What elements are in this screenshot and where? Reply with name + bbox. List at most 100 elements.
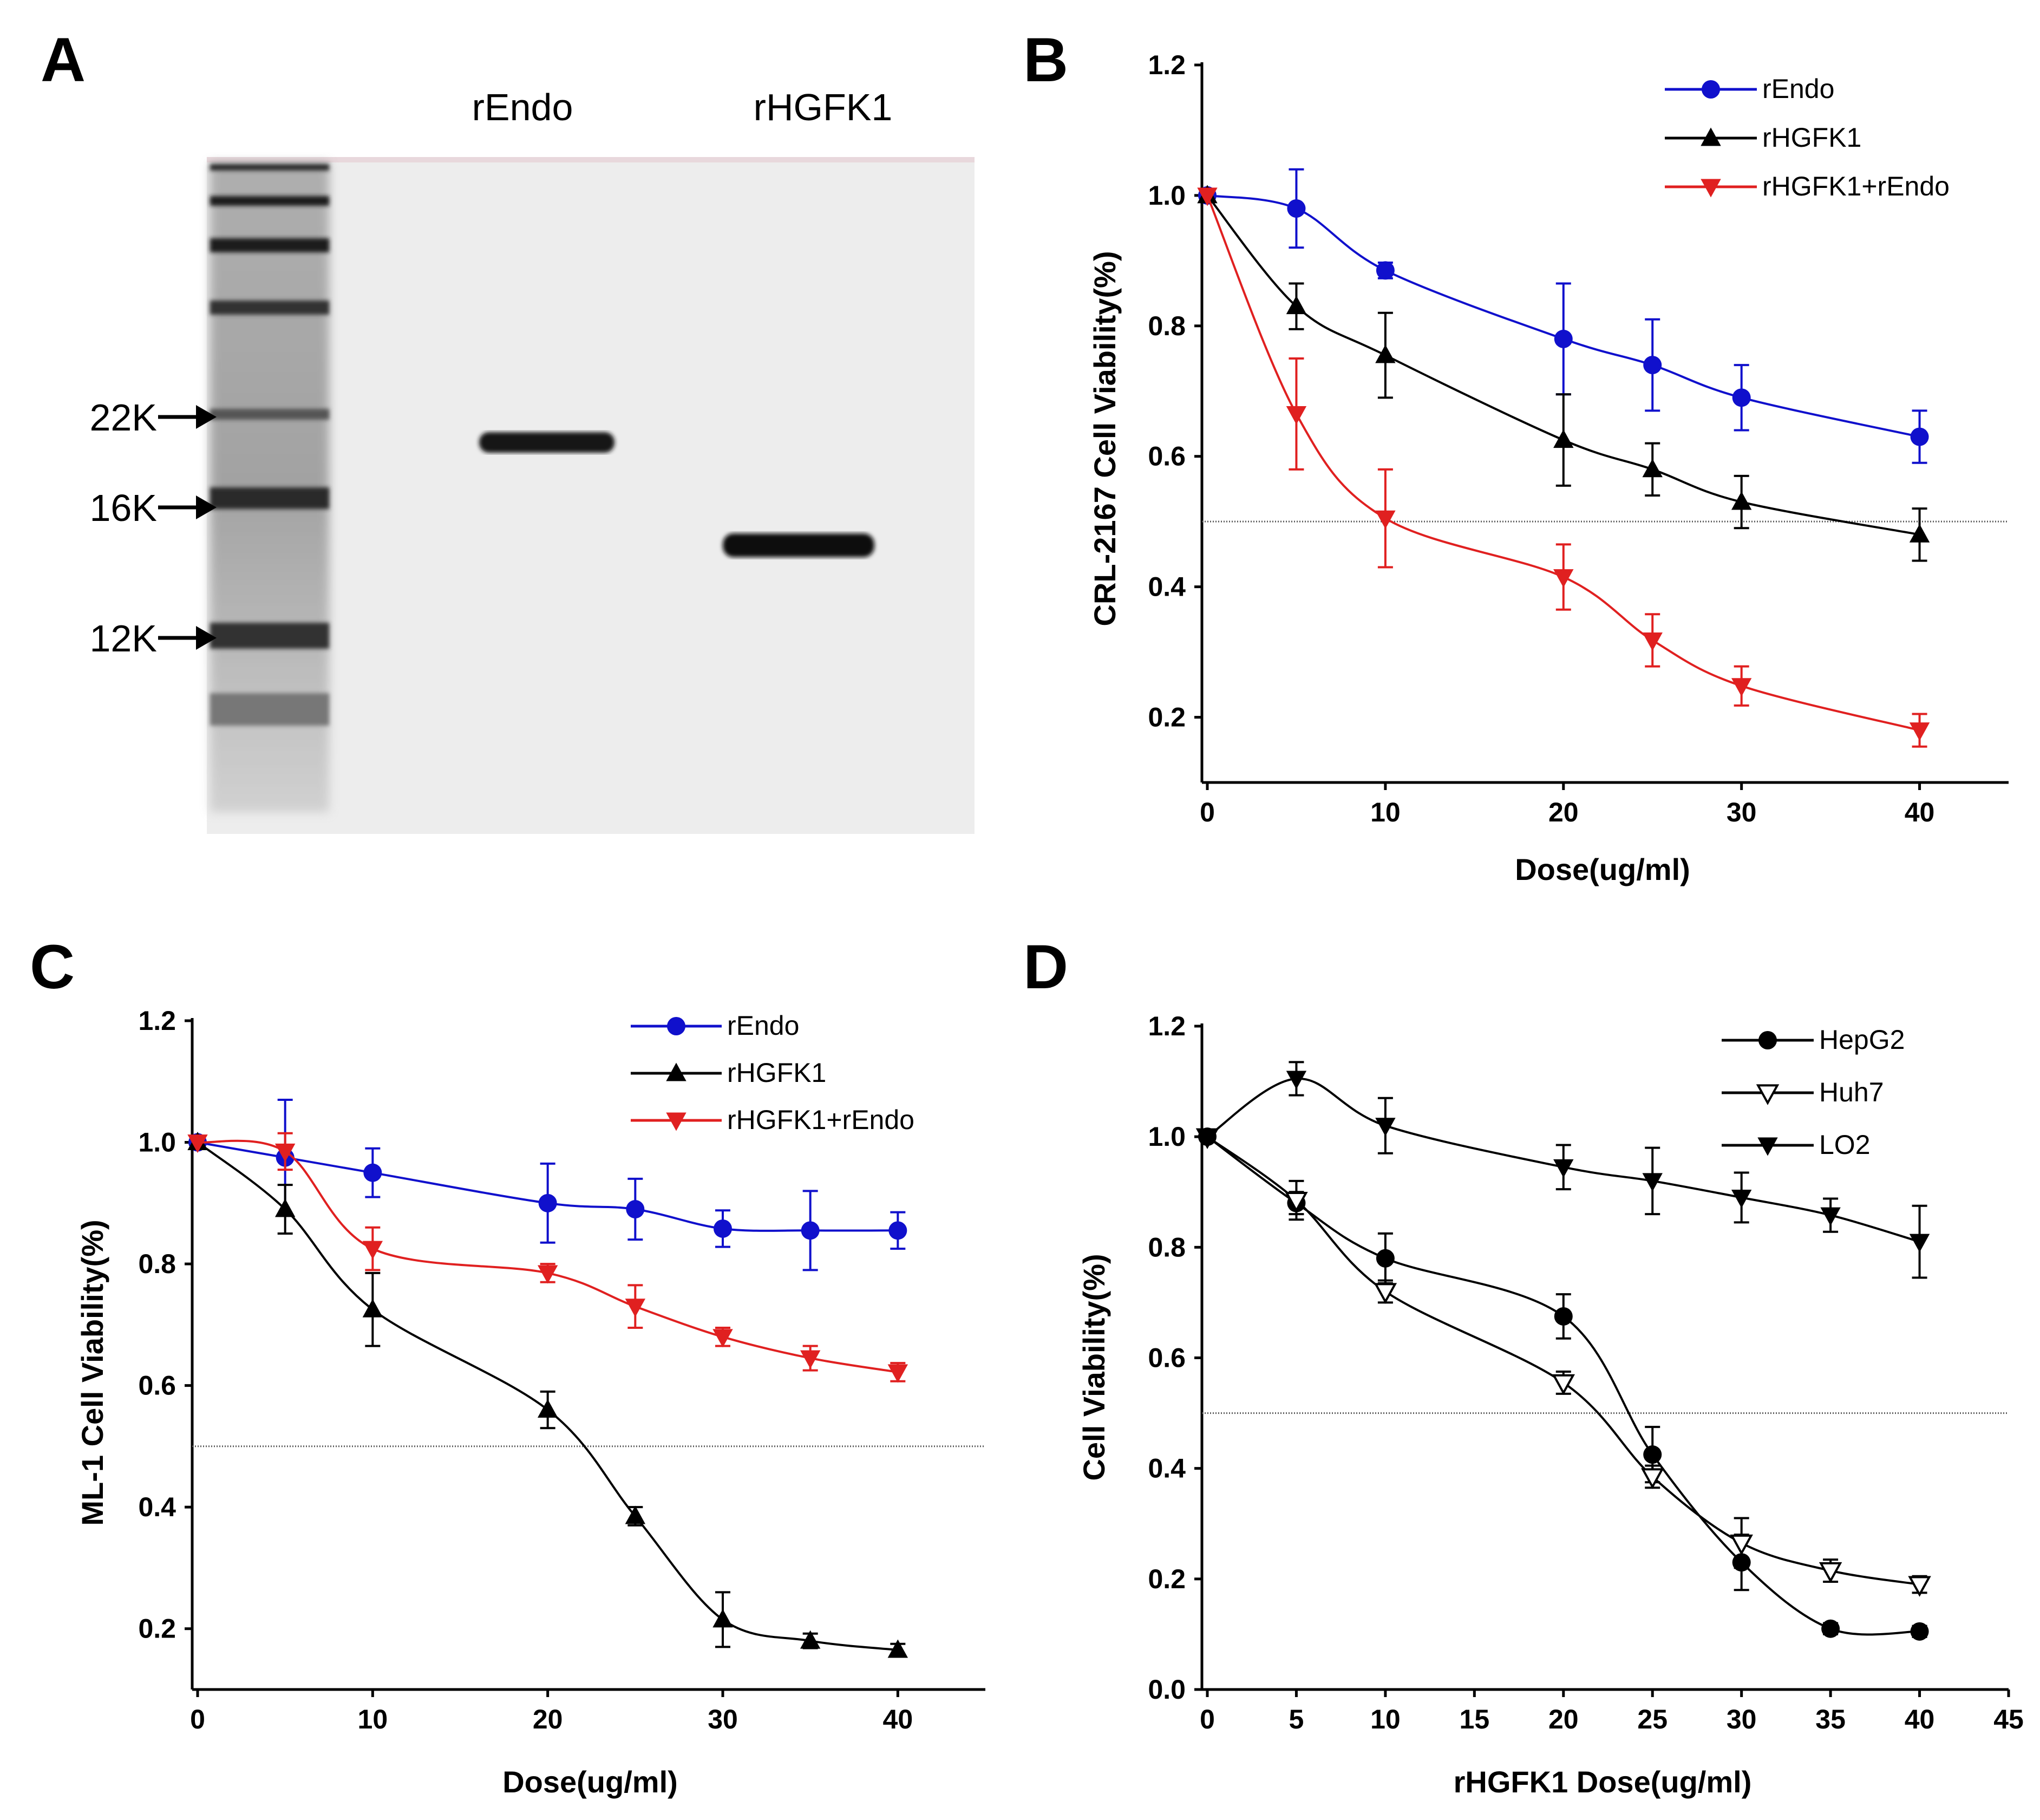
- data-point: [1910, 1622, 1929, 1641]
- legend-label-rhgfk1: rHGFK1: [727, 1058, 826, 1088]
- data-point: [626, 1200, 645, 1219]
- data-point: [363, 1163, 382, 1182]
- legend-marker: [1701, 127, 1721, 146]
- x-tick-label: 15: [1460, 1704, 1490, 1734]
- rendo-band: [479, 432, 614, 453]
- data-point: [1554, 329, 1573, 348]
- data-point: [1731, 1190, 1752, 1209]
- marker-22k-label: 22K: [89, 396, 157, 439]
- y-tick-label: 0.8: [1148, 1232, 1186, 1262]
- x-tick-label: 30: [1727, 1704, 1757, 1734]
- data-point: [1640, 1468, 1664, 1489]
- data-point: [801, 1221, 820, 1240]
- data-point: [1643, 356, 1662, 375]
- data-point: [1376, 261, 1395, 280]
- x-tick-label: 10: [1370, 797, 1401, 827]
- y-tick-label: 1.0: [1148, 1121, 1186, 1152]
- series-line-rhgfk1: [197, 1141, 898, 1651]
- y-tick-label: 0.0: [1148, 1674, 1186, 1705]
- legend-symbol-huh7: [1722, 1084, 1814, 1105]
- data-point: [1909, 1234, 1930, 1253]
- series-line-rhgfk1-rendo: [197, 1139, 898, 1373]
- data-point: [1376, 1249, 1395, 1268]
- data-point: [1731, 491, 1752, 510]
- data-point: [1553, 569, 1574, 588]
- x-tick-label: 30: [1727, 797, 1757, 827]
- ladder-bands: [210, 164, 329, 726]
- x-tick-label: 20: [1548, 1704, 1579, 1734]
- data-point: [1908, 1576, 1931, 1597]
- y-axis-title-c: ML-1 Cell Viability(%): [75, 1219, 109, 1525]
- series-line-hepg2: [1206, 1136, 1920, 1636]
- y-tick-label: 0.2: [138, 1614, 176, 1644]
- marker-12k-label: 12K: [89, 617, 157, 660]
- data-point: [1552, 1374, 1575, 1395]
- x-tick-label: 40: [1905, 797, 1935, 827]
- data-point: [1286, 406, 1307, 425]
- series-rhgfk1-rendo: [1197, 187, 1930, 748]
- x-tick-label: 45: [1993, 1704, 2024, 1734]
- data-point: [1375, 1118, 1396, 1137]
- x-tick-label: 40: [883, 1704, 913, 1734]
- data-point: [1730, 1534, 1753, 1556]
- y-tick-label: 0.2: [1148, 702, 1186, 733]
- x-axis-title-d: rHGFK1 Dose(ug/ml): [1454, 1765, 1752, 1799]
- data-point: [1819, 1562, 1842, 1583]
- data-point: [888, 1221, 907, 1240]
- data-point: [1285, 1191, 1308, 1213]
- legend-symbol-rendo: [631, 1017, 722, 1035]
- x-tick-label: 25: [1637, 1704, 1668, 1734]
- data-point: [800, 1630, 821, 1649]
- series-line-rendo: [197, 1141, 898, 1232]
- series-huh7: [1195, 1128, 1931, 1597]
- lane-label-rendo: rEndo: [472, 86, 573, 128]
- series-line-lo2: [1206, 1077, 1920, 1243]
- y-tick-label: 0.2: [1148, 1564, 1186, 1594]
- y-axis-title-d: Cell Viability(%): [1077, 1254, 1111, 1480]
- series-rendo: [1198, 168, 1929, 464]
- data-point: [625, 1505, 646, 1524]
- x-tick-label: 10: [1370, 1704, 1401, 1734]
- panel-letter-b: B: [1023, 25, 1068, 95]
- gel-top-edge: [207, 157, 975, 162]
- data-point: [1375, 344, 1396, 363]
- data-point: [1553, 429, 1574, 448]
- legend-symbol-hepg2: [1722, 1031, 1814, 1049]
- y-axis-title-b: CRL-2167 Cell Viability(%): [1088, 251, 1122, 627]
- rhgfk1-band: [723, 533, 874, 557]
- series-rhgfk1: [187, 1131, 908, 1658]
- legend-symbol-rhgfk1-rendo: [1665, 179, 1757, 198]
- data-point: [1197, 1128, 1218, 1147]
- data-point: [1642, 1173, 1663, 1192]
- data-point: [537, 1399, 558, 1418]
- marker-22k-arrow: [158, 405, 217, 429]
- y-tick-label: 1.2: [1148, 1011, 1186, 1041]
- y-tick-label: 1.0: [1148, 180, 1186, 211]
- data-point: [1731, 678, 1752, 697]
- data-point: [800, 1350, 821, 1369]
- x-tick-label: 10: [358, 1704, 388, 1734]
- data-point: [1287, 199, 1306, 218]
- y-tick-label: 0.6: [138, 1371, 176, 1401]
- data-point: [887, 1639, 908, 1658]
- legend-label-rendo: rEndo: [1762, 74, 1834, 104]
- data-point: [537, 1265, 558, 1284]
- data-point: [1642, 459, 1663, 478]
- x-tick-label: 35: [1815, 1704, 1846, 1734]
- data-point: [274, 1143, 296, 1162]
- x-tick-label: 0: [1200, 797, 1215, 827]
- marker-16k-arrow: [158, 495, 217, 519]
- lane-label-rhgfk1: rHGFK1: [754, 86, 893, 128]
- panel-letter-d: D: [1023, 932, 1068, 1002]
- x-tick-label: 30: [708, 1704, 738, 1734]
- x-tick-label: 40: [1905, 1704, 1935, 1734]
- marker-12k-arrow: [158, 626, 217, 650]
- data-point: [1732, 388, 1751, 407]
- y-tick-label: 0.4: [1148, 1453, 1186, 1484]
- data-point: [712, 1329, 733, 1348]
- y-tick-label: 0.4: [138, 1492, 176, 1522]
- data-point: [625, 1299, 646, 1317]
- data-point: [1553, 1159, 1574, 1178]
- legend-marker: [1757, 1137, 1778, 1156]
